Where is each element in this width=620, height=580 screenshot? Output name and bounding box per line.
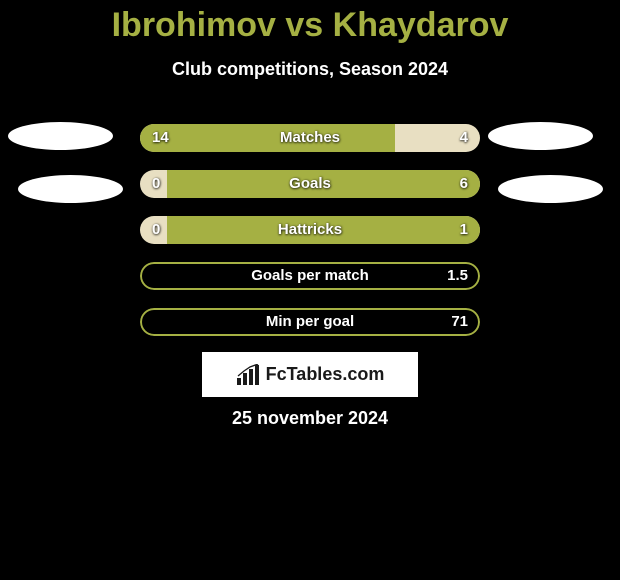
stat-label: Goals per match	[140, 262, 480, 290]
stat-bar: Goals per match 1.5	[140, 262, 480, 290]
page-title: Ibrohimov vs Khaydarov	[0, 0, 620, 45]
player1-photo-row2	[18, 175, 123, 203]
stat-bar: 14 Matches 4	[140, 124, 480, 152]
bar-chart-icon	[236, 364, 262, 386]
stat-right-value: 1	[460, 216, 468, 244]
stat-label: Min per goal	[140, 308, 480, 336]
branding-text: FcTables.com	[266, 364, 385, 385]
stat-right-value: 1.5	[447, 262, 468, 290]
player2-photo-row1	[488, 122, 593, 150]
stat-bar: 0 Hattricks 1	[140, 216, 480, 244]
stat-bar: 0 Goals 6	[140, 170, 480, 198]
date-text: 25 november 2024	[0, 408, 620, 429]
player2-photo-row2	[498, 175, 603, 203]
stat-label: Matches	[140, 124, 480, 152]
player1-photo-row1	[8, 122, 113, 150]
stat-right-value: 71	[451, 308, 468, 336]
stat-right-value: 4	[460, 124, 468, 152]
stat-label: Goals	[140, 170, 480, 198]
branding-box: FcTables.com	[202, 352, 418, 397]
stat-bar: Min per goal 71	[140, 308, 480, 336]
stat-label: Hattricks	[140, 216, 480, 244]
subtitle: Club competitions, Season 2024	[0, 59, 620, 80]
stat-right-value: 6	[460, 170, 468, 198]
